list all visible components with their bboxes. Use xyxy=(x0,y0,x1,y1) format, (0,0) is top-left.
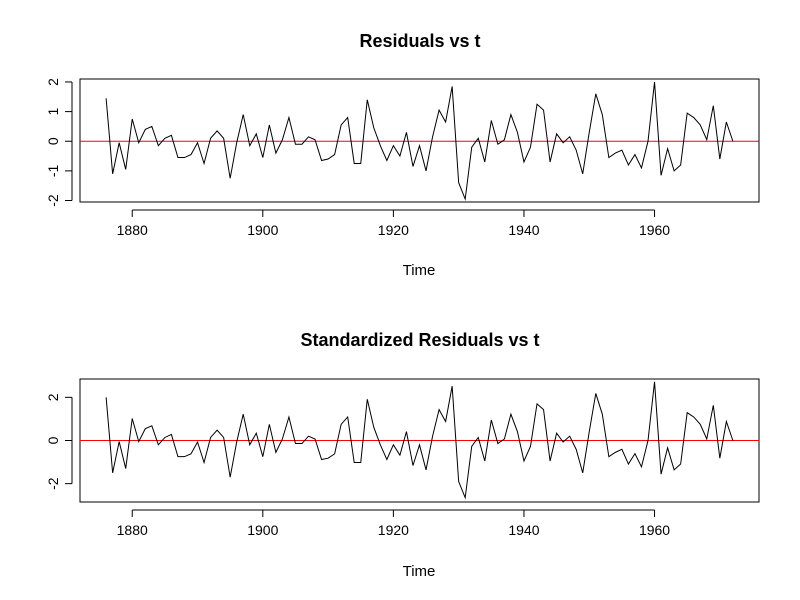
residuals-panel: Residuals vs t Time 1880 1900 1920 1940 1960… xyxy=(45,31,760,279)
y-tick-label: 2 xyxy=(45,78,61,86)
x-tick-label: 1880 xyxy=(117,522,148,538)
chart-title: Residuals vs t xyxy=(359,31,480,51)
plot-frame xyxy=(79,78,760,203)
x-tick-label: 1880 xyxy=(117,222,148,238)
x-tick-label: 1900 xyxy=(247,222,278,238)
series-line xyxy=(105,381,734,500)
x-tick-label: 1940 xyxy=(508,522,539,538)
series-line xyxy=(105,81,734,202)
y-tick-label: 0 xyxy=(45,137,61,145)
standardized-residuals-panel: Standardized Residuals vs t Time 1880 190… xyxy=(45,330,760,580)
x-tick-label: 1960 xyxy=(639,222,670,238)
y-tick-label: -2 xyxy=(45,194,61,207)
x-axis-label: Time xyxy=(403,262,436,279)
x-tick-label: 1900 xyxy=(247,522,278,538)
x-tick-label: 1920 xyxy=(378,222,409,238)
chart-title: Standardized Residuals vs t xyxy=(300,330,539,350)
x-axis-label: Time xyxy=(403,563,436,580)
y-tick-label: 2 xyxy=(45,393,61,401)
y-tick-label: -1 xyxy=(45,164,61,177)
y-tick-label: 0 xyxy=(45,436,61,444)
x-tick-label: 1960 xyxy=(639,522,670,538)
y-tick-label: 1 xyxy=(45,108,61,116)
y-tick-label: -2 xyxy=(45,477,61,490)
x-tick-label: 1940 xyxy=(508,222,539,238)
x-tick-label: 1920 xyxy=(378,522,409,538)
